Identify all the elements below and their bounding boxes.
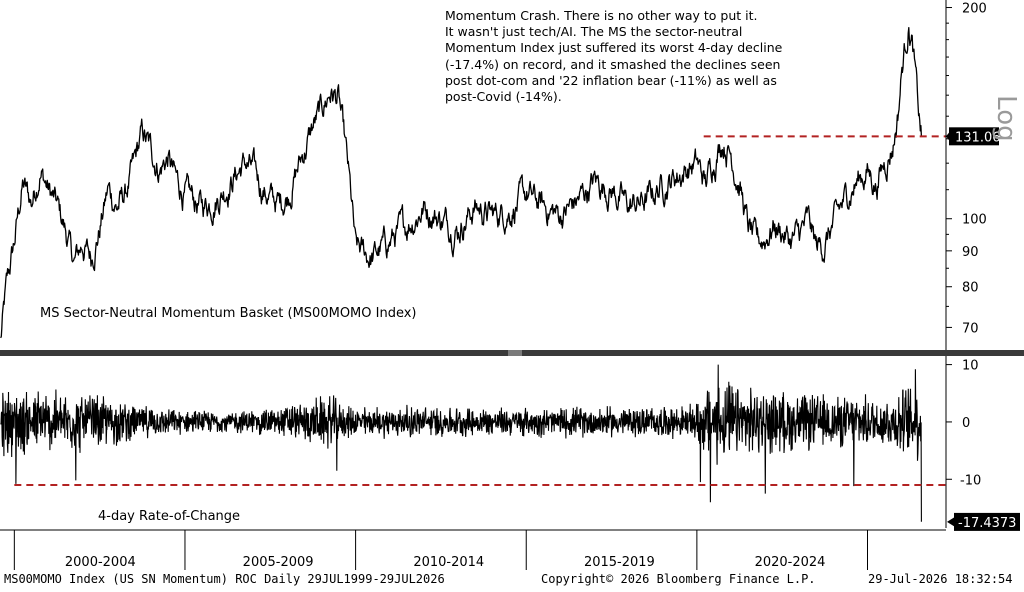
x-period-label: 2010-2014 [413,555,484,570]
roc-last-value-label: -17.4373 [958,516,1016,531]
annotation-line: post-Covid (-14%). [445,89,562,105]
last-value-pointer [946,131,950,142]
roc-series-line [0,364,922,522]
x-period-label: 2005-2009 [243,555,314,570]
roc-y-tick-label: 10 [962,359,979,374]
price-y-tick-label: 70 [962,321,979,336]
roc-panel-title: 4-day Rate-of-Change [98,509,240,524]
footer-timestamp: 29-Jul-2026 18:32:54 [868,572,1013,586]
annotation-line: Momentum Crash. There is no other way to… [445,8,758,23]
x-period-label: 2020-2024 [755,555,826,570]
annotation-line: It wasn't just tech/AI. The MS the secto… [445,24,743,40]
last-value-box [949,127,999,146]
price-y-tick-label: 100 [962,213,987,228]
last-value-label: 131.06 [955,130,1001,145]
price-y-tick-label: 200 [962,2,987,17]
price-panel: MS Sector-Neutral Momentum Basket (MS00M… [0,27,946,339]
axes: 708090100200131.06Log100-10-17.43732000-… [0,0,1024,570]
panel-divider-handle [508,350,522,356]
roc-last-value-pointer [947,516,955,527]
roc-last-value-box [954,512,1020,531]
annotation-line: post dot-com and '22 inflation bear (-11… [445,72,777,88]
roc-panel: 4-day Rate-of-Change [0,364,946,524]
log-scale-label: Log [991,95,1021,141]
annotation-line: Momentum Index just suffered its worst 4… [445,40,783,56]
footer-security-info: MS00MOMO Index (US SN Momentum) ROC Dail… [4,572,445,586]
roc-y-tick-label: -10 [960,473,981,488]
annotation-line: (-17.4%) on record, and it smashed the d… [445,56,781,72]
annotation-text-box: Momentum Crash. There is no other way to… [445,8,845,106]
price-y-tick-label: 80 [962,281,979,296]
x-period-label: 2015-2019 [584,555,655,570]
price-panel-title: MS Sector-Neutral Momentum Basket (MS00M… [40,306,417,321]
roc-y-tick-label: 0 [962,416,970,431]
footer-copyright: Copyright© 2026 Bloomberg Finance L.P. [541,572,816,586]
price-y-tick-label: 90 [962,245,979,260]
x-period-label: 2000-2004 [65,555,136,570]
price-series-line [0,27,923,339]
